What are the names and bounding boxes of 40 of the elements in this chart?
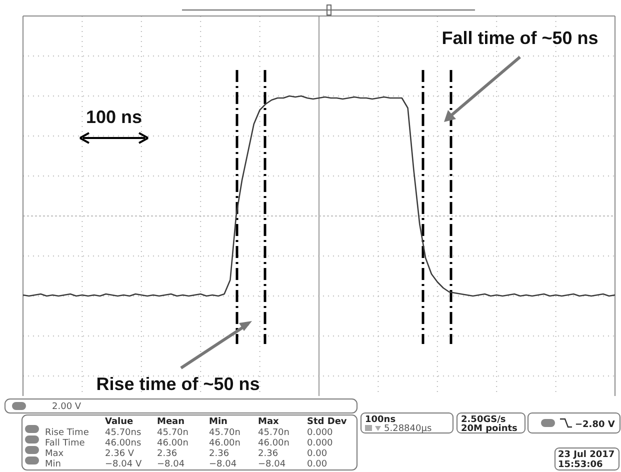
text: Rise time of ~50 ns bbox=[96, 374, 260, 394]
text: Rise Time bbox=[45, 428, 90, 438]
text: −2.80 V bbox=[575, 420, 615, 430]
text: 15:53:06 bbox=[558, 460, 603, 470]
text: Max bbox=[45, 449, 64, 459]
text: 100ns bbox=[365, 415, 396, 425]
text: 2.36 V bbox=[105, 449, 135, 459]
text: 2.50GS/s bbox=[461, 415, 506, 425]
text: 46.00ns bbox=[105, 438, 142, 448]
text: 2.36 bbox=[157, 449, 178, 459]
text: 20M points bbox=[461, 424, 518, 434]
text: 2.36 bbox=[258, 449, 278, 459]
text: 23 Jul 2017 bbox=[558, 450, 615, 460]
text: −8.04 bbox=[258, 460, 286, 470]
text: 0.00 bbox=[307, 449, 328, 459]
text: 46.00n bbox=[157, 438, 188, 448]
text: Std Dev bbox=[307, 417, 347, 427]
text: Min bbox=[209, 417, 228, 427]
text: −8.04 bbox=[157, 460, 185, 470]
text: Fall time of ~50 ns bbox=[442, 28, 598, 48]
text: 45.70n bbox=[258, 428, 290, 438]
text: 0.000 bbox=[307, 428, 334, 438]
text: Max bbox=[258, 417, 280, 427]
text: Min bbox=[45, 460, 61, 470]
text: 0.00 bbox=[307, 460, 328, 470]
text: 46.00n bbox=[258, 438, 290, 448]
text: 45.70n bbox=[209, 428, 240, 438]
text: 46.00n bbox=[209, 438, 240, 448]
text: Value bbox=[105, 417, 134, 427]
text: 0.000 bbox=[307, 438, 334, 448]
text: 45.70n bbox=[157, 428, 188, 438]
text: 45.70ns bbox=[105, 428, 142, 438]
text: 2.00 V bbox=[52, 402, 82, 412]
annotation: 100 ns bbox=[86, 107, 142, 127]
text: −8.04 bbox=[209, 460, 237, 470]
text: Mean bbox=[157, 417, 185, 427]
text: 5.28840µs bbox=[384, 424, 432, 434]
text: −8.04 V bbox=[105, 460, 142, 470]
text: Fall Time bbox=[45, 438, 86, 448]
text: 2.36 bbox=[209, 449, 230, 459]
